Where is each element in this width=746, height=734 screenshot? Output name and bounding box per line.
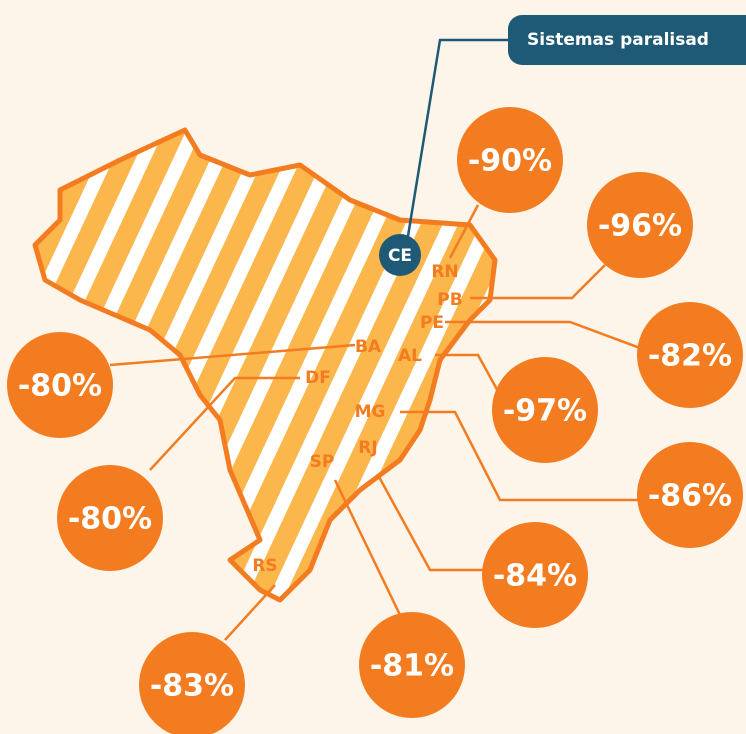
value-bubble <box>7 332 113 438</box>
leader-line <box>224 584 276 641</box>
value-label: -84% <box>493 559 577 594</box>
value-label: -97% <box>503 394 587 429</box>
leader-line <box>435 353 502 396</box>
state-label: DF <box>305 368 331 388</box>
state-label: MG <box>355 402 386 422</box>
brazil-map <box>32 127 498 603</box>
state-label: AL <box>398 346 422 366</box>
leader-line <box>448 204 480 259</box>
title: Sistemas paralisad <box>527 30 709 50</box>
value-label: -82% <box>648 339 732 374</box>
value-bubble <box>637 302 743 408</box>
value-bubble <box>637 442 743 548</box>
value-label: -83% <box>150 669 234 704</box>
value-label: -96% <box>598 209 682 244</box>
value-bubble <box>457 107 563 213</box>
value-label: -86% <box>648 479 732 514</box>
state-label: RJ <box>358 438 377 458</box>
leader-line <box>149 376 300 471</box>
leader-line <box>406 38 508 237</box>
value-label: -80% <box>68 502 152 537</box>
value-label: -90% <box>468 144 552 179</box>
leader-line <box>445 320 641 350</box>
value-label: -80% <box>18 369 102 404</box>
value-bubble <box>359 612 465 718</box>
value-bubble <box>139 632 245 734</box>
highlight-marker <box>379 234 421 276</box>
state-label: BA <box>355 337 382 357</box>
state-label: PE <box>420 313 444 333</box>
value-bubble <box>482 522 588 628</box>
title-box <box>508 15 746 65</box>
highlight-label: CE <box>388 246 412 266</box>
leader-line <box>333 479 402 616</box>
leader-line <box>376 474 485 572</box>
state-label: RN <box>431 262 458 282</box>
value-bubble <box>587 172 693 278</box>
state-label: RS <box>252 556 277 576</box>
state-label: PB <box>437 290 462 310</box>
state-layer: -90% RN -96% PB -82% PE -97% AL -86% MG -84% RJ -81%… <box>7 107 743 734</box>
state-label: SP <box>310 452 335 472</box>
value-bubble <box>492 357 598 463</box>
leader-line <box>470 264 606 300</box>
value-bubble <box>57 465 163 571</box>
leader-line <box>400 410 640 502</box>
value-label: -81% <box>370 649 454 684</box>
leader-line <box>109 343 356 367</box>
